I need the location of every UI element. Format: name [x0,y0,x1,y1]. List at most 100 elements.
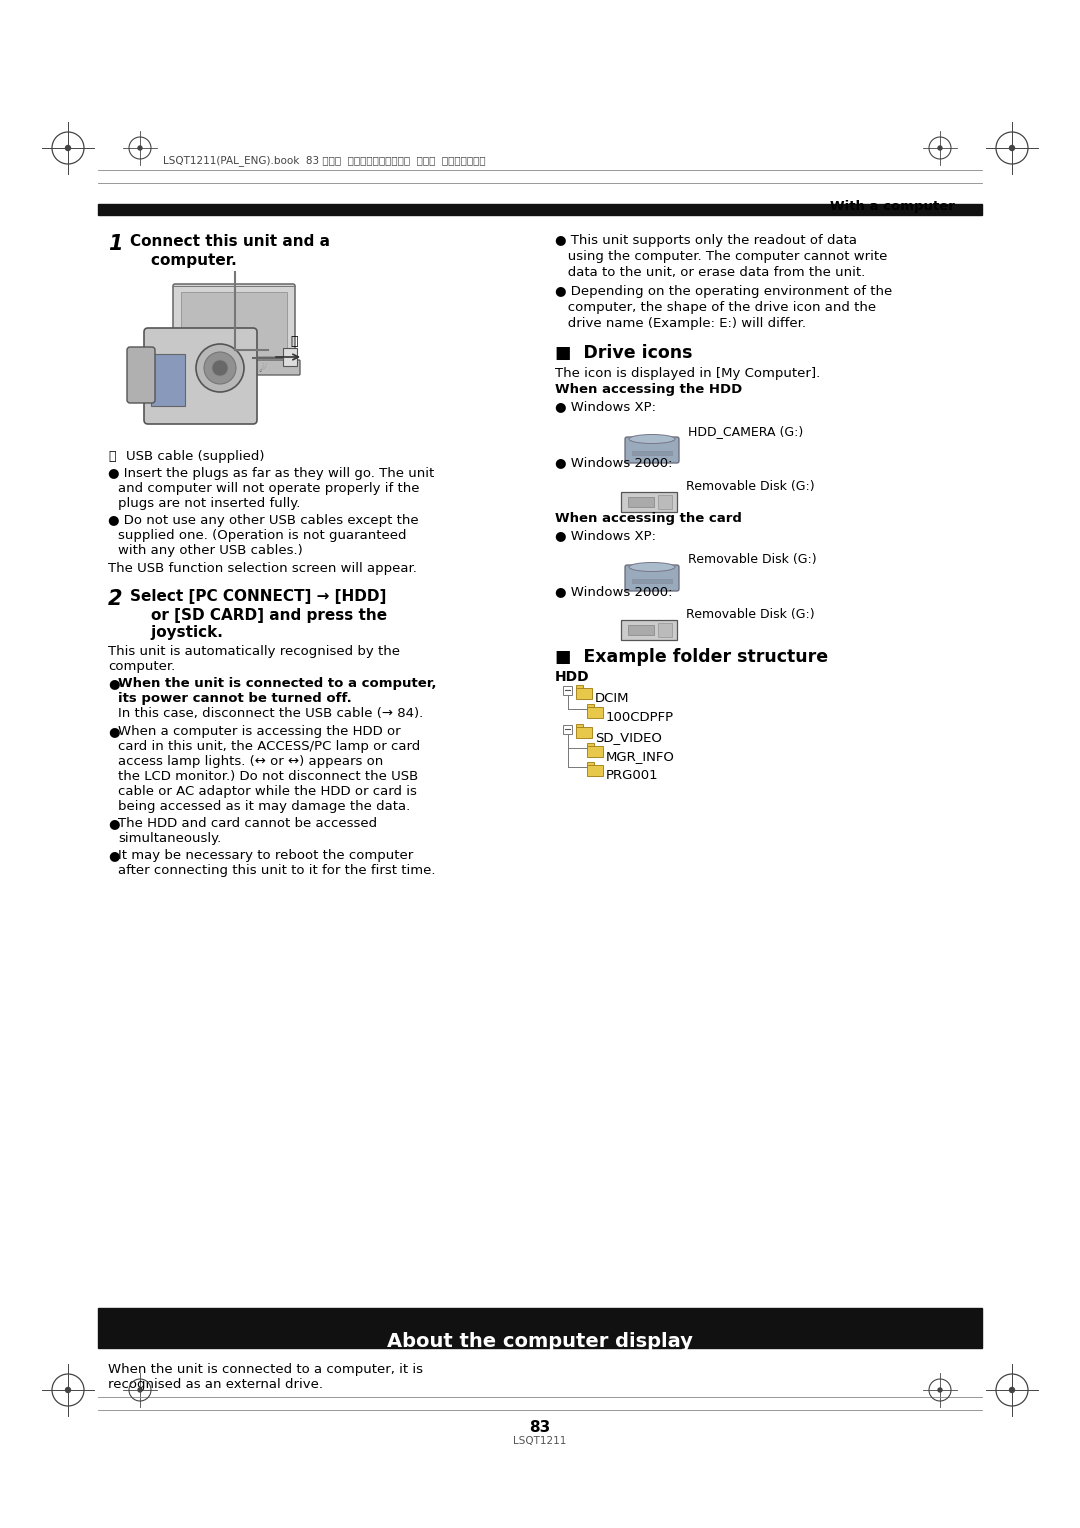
Text: computer.: computer. [130,254,237,267]
Text: The icon is displayed in [My Computer].: The icon is displayed in [My Computer]. [555,367,820,380]
Text: ● Windows 2000:: ● Windows 2000: [555,585,673,597]
FancyBboxPatch shape [173,284,295,364]
FancyBboxPatch shape [625,565,679,591]
Text: supplied one. (Operation is not guaranteed: supplied one. (Operation is not guarante… [118,529,406,542]
Bar [151,354,185,406]
Text: 100CDPFP: 100CDPFP [606,711,674,724]
Text: When a computer is accessing the HDD or: When a computer is accessing the HDD or [118,724,401,738]
Text: This unit is automatically recognised by the: This unit is automatically recognised by… [108,645,400,659]
FancyBboxPatch shape [576,688,592,698]
Text: after connecting this unit to it for the first time.: after connecting this unit to it for the… [118,863,435,877]
Text: Removable Disk (G:): Removable Disk (G:) [688,553,816,565]
Text: ☄: ☄ [258,364,267,374]
Text: plugs are not inserted fully.: plugs are not inserted fully. [118,497,300,510]
Text: SD_VIDEO: SD_VIDEO [595,730,662,744]
Text: ● Windows XP:: ● Windows XP: [555,529,656,542]
Text: About the computer display: About the computer display [387,1332,693,1351]
Text: Ⓐ: Ⓐ [108,451,116,463]
FancyBboxPatch shape [576,724,583,727]
Text: ● Windows XP:: ● Windows XP: [555,400,656,413]
Bar [627,497,654,507]
Text: 83: 83 [529,1420,551,1435]
Text: using the computer. The computer cannot write: using the computer. The computer cannot … [555,251,888,263]
FancyBboxPatch shape [588,743,594,747]
Text: simultaneously.: simultaneously. [118,833,221,845]
Ellipse shape [629,434,675,443]
Text: ●: ● [108,817,120,830]
Text: drive name (Example: E:) will differ.: drive name (Example: E:) will differ. [555,316,806,330]
Text: cable or AC adaptor while the HDD or card is: cable or AC adaptor while the HDD or car… [118,785,417,798]
Text: ● Do not use any other USB cables except the: ● Do not use any other USB cables except… [108,513,419,527]
Text: Removable Disk (G:): Removable Disk (G:) [686,608,814,620]
Text: computer, the shape of the drive icon and the: computer, the shape of the drive icon an… [555,301,876,313]
Text: ● This unit supports only the readout of data: ● This unit supports only the readout of… [555,234,858,248]
Text: and computer will not operate properly if the: and computer will not operate properly i… [118,481,419,495]
Text: 2: 2 [108,588,122,610]
Text: recognised as an external drive.: recognised as an external drive. [108,1378,323,1390]
FancyBboxPatch shape [576,685,583,689]
Text: Select [PC CONNECT] → [HDD]: Select [PC CONNECT] → [HDD] [130,588,387,604]
Text: PRG001: PRG001 [606,769,659,782]
Text: being accessed as it may damage the data.: being accessed as it may damage the data… [118,801,410,813]
Circle shape [66,1387,70,1392]
FancyBboxPatch shape [127,347,156,403]
Text: with any other USB cables.): with any other USB cables.) [118,544,302,558]
Text: the LCD monitor.) Do not disconnect the USB: the LCD monitor.) Do not disconnect the … [118,770,418,782]
Text: card in this unit, the ACCESS/PC lamp or card: card in this unit, the ACCESS/PC lamp or… [118,740,420,753]
Bar [563,686,572,695]
Circle shape [1010,145,1014,150]
Text: MGR_INFO: MGR_INFO [606,750,675,762]
Text: The USB function selection screen will appear.: The USB function selection screen will a… [108,562,417,575]
Text: When the unit is connected to a computer, it is: When the unit is connected to a computer… [108,1363,423,1377]
FancyBboxPatch shape [625,437,679,463]
Text: access lamp lights. (↔ or ↔) appears on: access lamp lights. (↔ or ↔) appears on [118,755,383,769]
Circle shape [195,344,244,393]
Circle shape [204,351,237,384]
Text: DCIM: DCIM [595,692,630,704]
Text: ● Insert the plugs as far as they will go. The unit: ● Insert the plugs as far as they will g… [108,468,434,480]
Bar [658,495,672,509]
FancyBboxPatch shape [588,766,603,776]
Bar [283,348,297,367]
Circle shape [939,1387,942,1392]
Circle shape [66,145,70,150]
Bar [181,292,287,356]
Circle shape [212,361,228,376]
Circle shape [939,147,942,150]
Text: When the unit is connected to a computer,: When the unit is connected to a computer… [118,677,436,691]
Text: LSQT1211(PAL_ENG).book  83 ページ  ２００７年２月１３日  火曜日  午後１時１４分: LSQT1211(PAL_ENG).book 83 ページ ２００７年２月１３日… [163,156,486,167]
FancyBboxPatch shape [588,704,594,707]
Text: It may be necessary to reboot the computer: It may be necessary to reboot the comput… [118,850,414,862]
Text: ■  Example folder structure: ■ Example folder structure [555,648,828,666]
Ellipse shape [629,562,675,571]
Text: or [SD CARD] and press the: or [SD CARD] and press the [130,608,387,623]
Text: In this case, disconnect the USB cable (→ 84).: In this case, disconnect the USB cable (… [118,707,423,720]
FancyBboxPatch shape [144,329,257,423]
FancyBboxPatch shape [576,727,592,738]
Text: ● Windows 2000:: ● Windows 2000: [555,455,673,469]
Bar [563,724,572,733]
Text: LSQT1211: LSQT1211 [513,1436,567,1445]
Text: ● Depending on the operating environment of the: ● Depending on the operating environment… [555,286,892,298]
Text: HDD_CAMERA (G:): HDD_CAMERA (G:) [688,425,804,439]
Text: When accessing the HDD: When accessing the HDD [555,384,742,396]
FancyBboxPatch shape [588,707,603,718]
Text: Removable Disk (G:): Removable Disk (G:) [686,480,814,494]
Bar [627,625,654,636]
FancyBboxPatch shape [621,492,677,512]
Bar [98,205,982,215]
Text: joystick.: joystick. [130,625,222,640]
Text: ●: ● [108,724,120,738]
Text: The HDD and card cannot be accessed: The HDD and card cannot be accessed [118,817,377,830]
Text: ●: ● [108,677,120,691]
Bar [217,365,245,371]
Bar [98,1308,982,1348]
Text: data to the unit, or erase data from the unit.: data to the unit, or erase data from the… [555,266,865,280]
Circle shape [138,147,141,150]
Text: With a computer: With a computer [831,200,955,212]
FancyBboxPatch shape [621,620,677,640]
Text: computer.: computer. [108,660,175,672]
Text: Connect this unit and a: Connect this unit and a [130,234,330,249]
Text: its power cannot be turned off.: its power cannot be turned off. [118,692,352,704]
Text: Ⓐ: Ⓐ [291,335,297,348]
